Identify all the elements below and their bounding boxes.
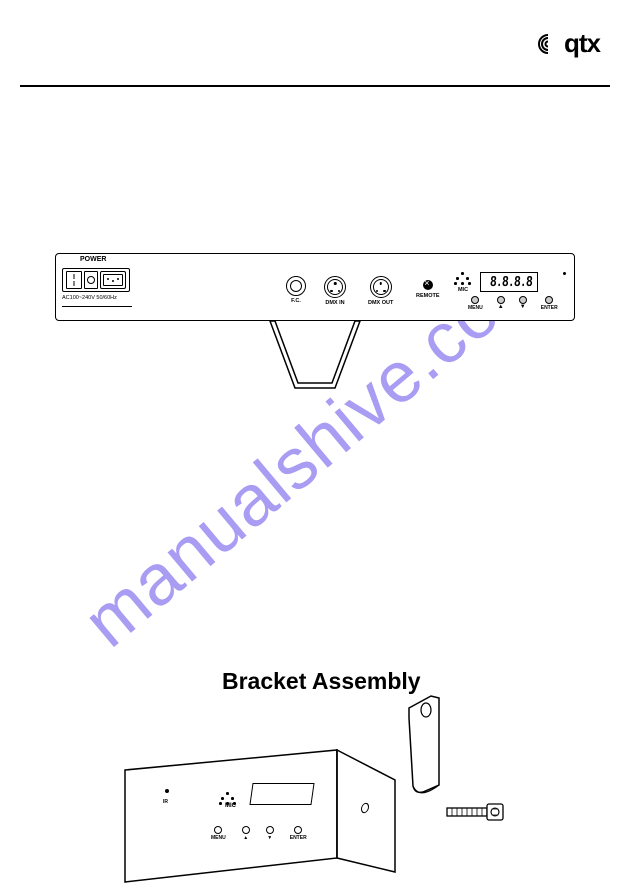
persp-ir-dot-icon — [165, 789, 169, 793]
remote-sensor: REMOTE — [416, 280, 440, 299]
bolt-icon — [447, 804, 503, 820]
control-buttons: MENU ▲ ▼ ENTER — [468, 296, 558, 311]
display-value: 8.8.8.8 — [489, 274, 532, 291]
power-title: POWER — [80, 256, 106, 263]
dmx-in-connector: DMX IN — [324, 276, 346, 306]
fuse-holder-icon — [84, 271, 98, 289]
seven-segment-display: 8.8.8.8 — [480, 272, 538, 292]
fc-connector-icon — [286, 276, 306, 296]
iec-inlet-icon — [100, 271, 126, 289]
down-button: ▼ — [519, 296, 527, 311]
brand-logo: qtx — [536, 28, 600, 59]
up-button-icon — [497, 296, 505, 304]
mic-grille: MIC — [454, 272, 472, 293]
persp-up-button: ▲ — [242, 826, 250, 841]
bracket-assembly-diagram: IR MIC MENU ▲ ▼ ENTER — [115, 690, 515, 880]
dmx-in-xlr-icon — [324, 276, 346, 298]
panel-outline: POWER AC100~240V 50/60Hz F.C. — [55, 253, 575, 321]
dmx-out-label: DMX OUT — [368, 300, 393, 306]
menu-button: MENU — [468, 296, 483, 311]
perspective-box-icon — [115, 690, 515, 890]
logo-text: qtx — [564, 28, 600, 59]
persp-enter-button: ENTER — [290, 826, 307, 841]
persp-menu-button: MENU — [211, 826, 226, 841]
rear-panel-diagram: POWER AC100~240V 50/60Hz F.C. — [55, 253, 575, 321]
up-button: ▲ — [497, 296, 505, 311]
top-bracket-icon — [265, 320, 385, 410]
dmx-out-connector: DMX OUT — [368, 276, 393, 306]
header-rule — [20, 85, 610, 87]
power-switch-icon — [66, 271, 82, 289]
persp-mic-label: MIC — [225, 803, 236, 809]
enter-button-icon — [545, 296, 553, 304]
logo-waves-icon — [536, 32, 560, 56]
down-button-icon — [519, 296, 527, 304]
persp-display-icon — [249, 783, 314, 805]
dmx-in-label: DMX IN — [324, 300, 346, 306]
remote-label: REMOTE — [416, 293, 440, 299]
mic-dots-icon — [454, 272, 472, 286]
power-frame — [62, 268, 130, 292]
persp-down-button: ▼ — [266, 826, 274, 841]
dmx-out-xlr-icon — [370, 276, 392, 298]
mic-label: MIC — [454, 287, 472, 293]
fc-connector: F.C. — [286, 276, 306, 304]
enter-button: ENTER — [541, 296, 558, 311]
persp-ir-label: IR — [163, 799, 168, 805]
remote-icon — [423, 280, 433, 290]
power-spec-text: AC100~240V 50/60Hz — [62, 295, 117, 301]
mounting-hole-icon — [563, 272, 566, 275]
menu-button-icon — [471, 296, 479, 304]
power-module: POWER AC100~240V 50/60Hz — [62, 268, 130, 306]
fc-label: F.C. — [286, 298, 306, 304]
persp-control-buttons: MENU ▲ ▼ ENTER — [211, 826, 307, 841]
